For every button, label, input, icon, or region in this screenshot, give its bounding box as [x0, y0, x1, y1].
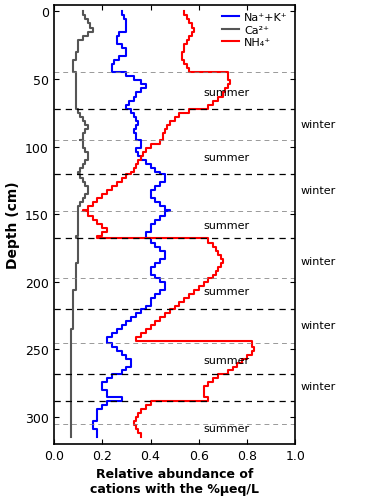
Text: winter: winter [300, 257, 336, 267]
Text: winter: winter [300, 321, 336, 330]
Y-axis label: Depth (cm): Depth (cm) [5, 181, 19, 269]
Text: summer: summer [204, 287, 250, 297]
Text: summer: summer [204, 423, 250, 433]
X-axis label: Relative abundance of
cations with the %μeq/L: Relative abundance of cations with the %… [90, 467, 259, 495]
Text: summer: summer [204, 153, 250, 163]
Text: summer: summer [204, 356, 250, 365]
Legend: Na⁺+K⁺, Ca²⁺, NH₄⁺: Na⁺+K⁺, Ca²⁺, NH₄⁺ [220, 11, 290, 50]
Text: summer: summer [204, 220, 250, 230]
Text: winter: winter [300, 381, 336, 391]
Text: winter: winter [300, 119, 336, 129]
Text: summer: summer [204, 88, 250, 98]
Text: winter: winter [300, 185, 336, 195]
